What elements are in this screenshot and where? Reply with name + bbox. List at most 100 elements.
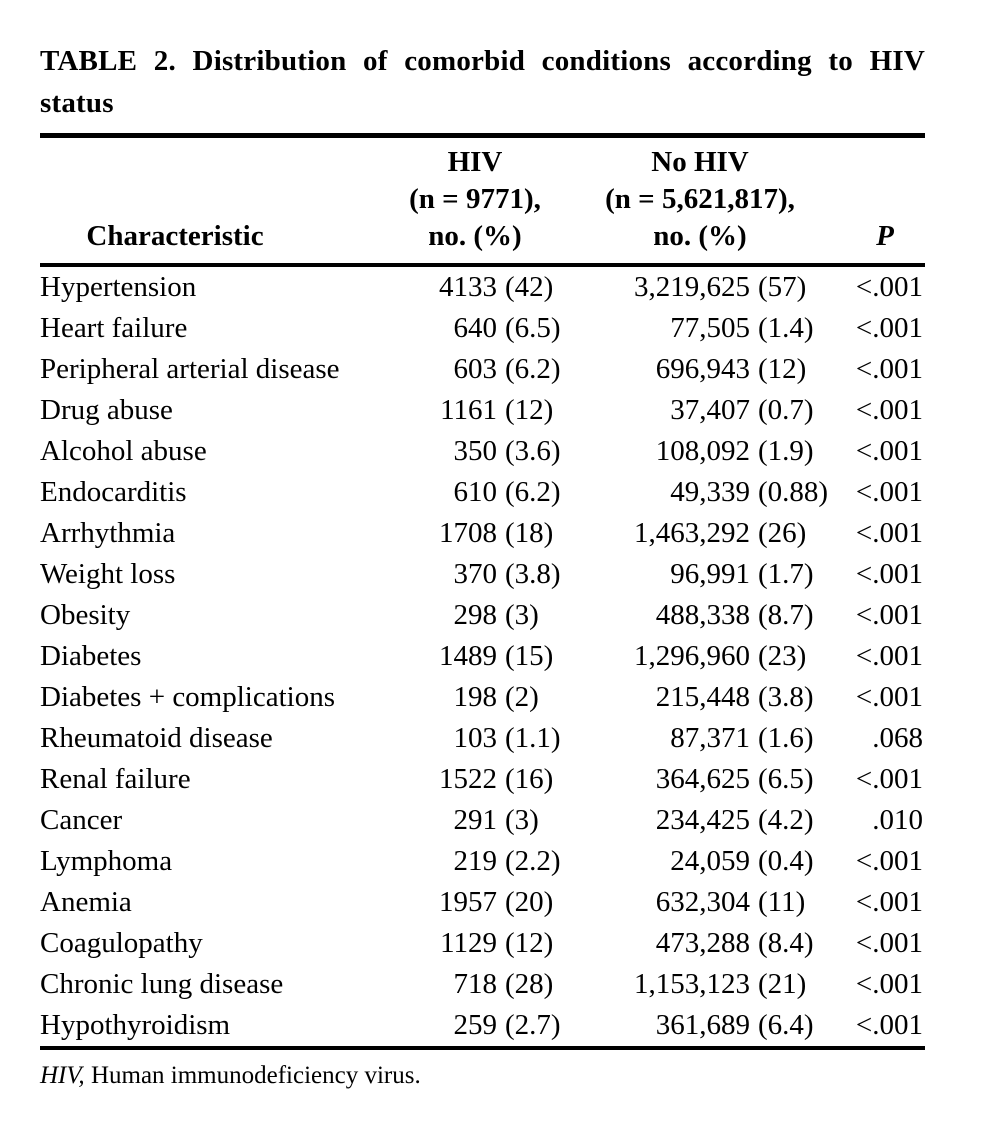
no-hiv-count-cell: 1,153,123 (21) bbox=[634, 968, 807, 1000]
p-value-cell: <.001 bbox=[855, 845, 923, 877]
characteristic-cell: Alcohol abuse bbox=[40, 435, 207, 467]
column-header-no-hiv: No HIV (n = 5,621,817), no. (%) bbox=[580, 138, 820, 267]
p-value-cell: <.001 bbox=[855, 763, 923, 795]
table-row: Diabetes + complications 198 (2) 215,448(… bbox=[40, 677, 925, 718]
table-row: Weight loss 370 (3.8) 96,991 (1.7) <.001 bbox=[40, 554, 925, 595]
footnote-abbreviation: HIV, bbox=[40, 1062, 85, 1089]
no-hiv-count-cell: 3,219,625 (57) bbox=[634, 271, 807, 303]
column-header-characteristic: Characteristic bbox=[40, 138, 340, 267]
table-row: Heart failure 640 (6.5) 77,505 (1.4) <.001 bbox=[40, 308, 925, 349]
no-hiv-count-cell: 87,371 (1.6) bbox=[670, 722, 814, 754]
no-hiv-count-cell: 361,689 (6.4) bbox=[655, 1009, 814, 1041]
table-row: Arrhythmia 1708 (18) 1,463,292 (26) <.001 bbox=[40, 513, 925, 554]
characteristic-cell: Diabetes + complications bbox=[40, 681, 335, 713]
top-rule bbox=[40, 133, 925, 138]
hiv-count-cell: 350 (3.6) bbox=[453, 435, 561, 467]
characteristic-cell: Chronic lung disease bbox=[40, 968, 284, 1000]
p-value-cell: <.001 bbox=[855, 435, 923, 467]
comorbidity-table: Characteristic HIV (n = 9771), no. (%) N… bbox=[40, 138, 925, 1046]
characteristic-cell: Hypothyroidism bbox=[40, 1009, 231, 1041]
no-hiv-count-cell: 696,943 (12) bbox=[655, 353, 807, 385]
hiv-count-cell: 1708 (18) bbox=[439, 517, 554, 549]
characteristic-cell: Lymphoma bbox=[40, 845, 173, 877]
no-hiv-count-cell: 37,407 (0.7) bbox=[670, 394, 814, 426]
table-row: Drug abuse 1161 (12) 37,407 (0.7) <.001 bbox=[40, 390, 925, 431]
hiv-count-cell: 4133 (42) bbox=[439, 271, 554, 303]
footnote-text: Human immunodeficiency virus. bbox=[90, 1062, 421, 1089]
hiv-count-cell: 1957 (20) bbox=[439, 886, 554, 918]
column-header-p-value: P bbox=[820, 138, 925, 267]
no-hiv-count-cell: 632,304 (11) bbox=[655, 886, 806, 918]
p-value-cell: <.001 bbox=[855, 394, 923, 426]
no-hiv-count-cell: 49,339 (0.88) bbox=[670, 476, 829, 508]
no-hiv-count-cell: 473,288 (8.4) bbox=[655, 927, 814, 959]
hiv-count-cell: 103 (1.1) bbox=[453, 722, 561, 754]
characteristic-cell: Drug abuse bbox=[40, 394, 173, 426]
characteristic-cell: Endocarditis bbox=[40, 476, 187, 508]
table-footnote: HIV, Human immunodeficiency virus. bbox=[40, 1060, 925, 1092]
table-row: Obesity 298 (3) 488,338 (8.7) <.001 bbox=[40, 595, 925, 636]
table-row: Hypertension 4133 (42) 3,219,625 (57) <.00… bbox=[40, 265, 925, 308]
hiv-count-cell: 291 (3) bbox=[453, 804, 539, 836]
no-hiv-count-cell: 108,092 (1.9) bbox=[655, 435, 814, 467]
table-header: Characteristic HIV (n = 9771), no. (%) N… bbox=[40, 138, 925, 267]
characteristic-cell: Arrhythmia bbox=[40, 517, 176, 549]
no-hiv-count-cell: 1,296,960 (23) bbox=[634, 640, 807, 672]
table-title-line2: status bbox=[40, 87, 114, 119]
hiv-count-cell: 610 (6.2) bbox=[453, 476, 561, 508]
p-value-cell: <.001 bbox=[855, 681, 923, 713]
table-row: Chronic lung disease 718 (28) 1,153,123 (2… bbox=[40, 964, 925, 1005]
characteristic-cell: Weight loss bbox=[40, 558, 176, 590]
characteristic-cell: Renal failure bbox=[40, 763, 191, 795]
table-body: Hypertension 4133 (42) 3,219,625 (57) <.00… bbox=[40, 265, 925, 1046]
hiv-count-cell: 718 (28) bbox=[453, 968, 554, 1000]
no-hiv-count-cell: 488,338 (8.7) bbox=[655, 599, 814, 631]
bottom-rule bbox=[40, 1046, 925, 1050]
table-row: Rheumatoid disease 103 (1.1) 87,371 (1.6) … bbox=[40, 718, 925, 759]
hiv-count-cell: 198 (2) bbox=[453, 681, 539, 713]
p-value-cell: <.001 bbox=[855, 517, 923, 549]
no-hiv-count-cell: 364,625 (6.5) bbox=[655, 763, 814, 795]
table-row: Hypothyroidism 259 (2.7) 361,689 (6.4) <.0… bbox=[40, 1005, 925, 1046]
p-value-cell: <.001 bbox=[855, 1009, 923, 1041]
table-title: TABLE 2. Distribution of comorbid condit… bbox=[40, 0, 925, 124]
no-hiv-count-cell: 24,059 (0.4) bbox=[670, 845, 814, 877]
table-row: Anemia 1957 (20) 632,304 (11) <.001 bbox=[40, 882, 925, 923]
table-row: Cancer 291 (3) 234,425 (4.2) .010 bbox=[40, 800, 925, 841]
hiv-count-cell: 1489 (15) bbox=[439, 640, 554, 672]
no-hiv-count-cell: 234,425 (4.2) bbox=[655, 804, 814, 836]
p-value-cell: <.001 bbox=[855, 968, 923, 1000]
column-header-hiv: HIV (n = 9771), no. (%) bbox=[340, 138, 580, 267]
characteristic-cell: Anemia bbox=[40, 886, 132, 918]
p-value-cell: <.001 bbox=[855, 558, 923, 590]
no-hiv-count-cell: 1,463,292 (26) bbox=[634, 517, 807, 549]
p-value-cell: .010 bbox=[872, 804, 923, 836]
hiv-count-cell: 1161 (12) bbox=[440, 394, 554, 426]
hiv-count-cell: 370 (3.8) bbox=[453, 558, 561, 590]
characteristic-cell: Cancer bbox=[40, 804, 123, 836]
characteristic-cell: Peripheral arterial disease bbox=[40, 353, 340, 385]
p-value-cell: <.001 bbox=[855, 312, 923, 344]
no-hiv-count-cell: 96,991 (1.7) bbox=[670, 558, 814, 590]
table-row: Peripheral arterial disease 603 (6.2) 696… bbox=[40, 349, 925, 390]
p-value-cell: .068 bbox=[872, 722, 923, 754]
table-row: Lymphoma 219 (2.2) 24,059 (0.4) <.001 bbox=[40, 841, 925, 882]
p-value-cell: <.001 bbox=[855, 353, 923, 385]
characteristic-cell: Heart failure bbox=[40, 312, 188, 344]
p-value-cell: <.001 bbox=[855, 271, 923, 303]
p-value-cell: <.001 bbox=[855, 640, 923, 672]
hiv-count-cell: 1522 (16) bbox=[439, 763, 554, 795]
characteristic-cell: Diabetes bbox=[40, 640, 142, 672]
characteristic-cell: Hypertension bbox=[40, 271, 197, 303]
hiv-count-cell: 259 (2.7) bbox=[453, 1009, 561, 1041]
table-row: Endocarditis 610 (6.2) 49,339 (0.88) <.001 bbox=[40, 472, 925, 513]
no-hiv-count-cell: 77,505 (1.4) bbox=[670, 312, 814, 344]
table-row: Coagulopathy 1129 (12) 473,288 (8.4) <.001 bbox=[40, 923, 925, 964]
characteristic-cell: Obesity bbox=[40, 599, 131, 631]
hiv-count-cell: 603 (6.2) bbox=[453, 353, 561, 385]
hiv-count-cell: 640 (6.5) bbox=[453, 312, 561, 344]
table-title-line1: TABLE 2. Distribution of comorbid condit… bbox=[40, 45, 925, 77]
p-value-cell: <.001 bbox=[855, 599, 923, 631]
hiv-count-cell: 1129 (12) bbox=[440, 927, 554, 959]
